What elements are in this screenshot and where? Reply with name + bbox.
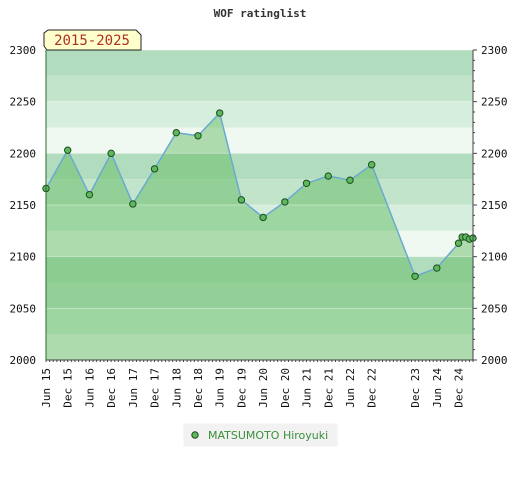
- data-point[interactable]: [302, 179, 311, 188]
- y-tick-label-right: 2300: [481, 44, 508, 57]
- x-tick-label: Dec 21: [322, 368, 335, 408]
- data-point[interactable]: [85, 190, 94, 199]
- y-tick-label-right: 2200: [481, 147, 508, 160]
- band: [46, 282, 473, 309]
- x-tick-label: Jun 18: [170, 368, 183, 408]
- x-tick-label: Dec 15: [62, 368, 75, 408]
- data-point[interactable]: [172, 128, 180, 137]
- data-point[interactable]: [281, 198, 289, 206]
- x-tick-label: Dec 23: [409, 368, 422, 408]
- legend-series-name: MATSUMOTO Hiroyuki: [208, 429, 328, 442]
- range-label: 2015-2025: [54, 33, 130, 49]
- data-point[interactable]: [454, 239, 463, 247]
- data-point[interactable]: [433, 264, 441, 272]
- y-tick-label: 2300: [10, 44, 37, 57]
- data-points: [42, 109, 477, 280]
- data-point[interactable]: [150, 165, 159, 173]
- x-tick-label: Jun 21: [301, 368, 314, 408]
- band: [46, 179, 473, 205]
- band: [46, 308, 473, 335]
- x-tick-label: Jun 22: [344, 368, 357, 408]
- y-axis-left: 2000 2050 2100 2150 2200 2250 2300: [10, 44, 47, 367]
- data-point[interactable]: [64, 146, 72, 154]
- data-point[interactable]: [194, 132, 202, 140]
- y-tick-label: 2100: [10, 251, 37, 264]
- y-tick-label-right: 2050: [481, 302, 508, 315]
- data-point[interactable]: [324, 172, 332, 180]
- x-tick-label: Jun 19: [214, 368, 227, 408]
- legend-box: [183, 423, 338, 447]
- y-tick-label-right: 2250: [481, 96, 508, 109]
- y-tick-label-right: 2150: [481, 199, 508, 212]
- y-tick-label: 2000: [10, 354, 37, 367]
- x-tick-label: Dec 16: [105, 368, 118, 408]
- y-tick-label: 2250: [10, 96, 37, 109]
- chart-title: WOF ratinglist: [214, 7, 307, 20]
- band: [46, 334, 473, 360]
- data-point[interactable]: [237, 196, 246, 204]
- x-tick-label: Dec 17: [149, 368, 162, 408]
- x-tick-label: Jun 15: [40, 368, 53, 408]
- x-tick-label: Dec 22: [366, 368, 379, 408]
- data-point[interactable]: [107, 149, 115, 158]
- x-tick-label: Dec 19: [235, 368, 248, 408]
- band: [46, 50, 473, 76]
- x-tick-label: Jun 16: [83, 368, 96, 408]
- data-point[interactable]: [215, 109, 224, 117]
- y-tick-label: 2050: [10, 302, 37, 315]
- x-tick-label: Dec 18: [192, 368, 205, 408]
- x-axis: Jun 15 Dec 15 Jun 16 Dec 16 Jun 17 Dec 17 Jun …: [40, 359, 474, 408]
- band: [46, 256, 473, 283]
- area-path: [46, 113, 473, 360]
- x-tick-label: Dec 20: [279, 368, 292, 408]
- data-point[interactable]: [411, 272, 419, 280]
- y-axis-right: 2000 2050 2100 2150 2200 2250 2300: [472, 44, 508, 367]
- y-tick-label: 2200: [10, 147, 37, 160]
- band: [46, 75, 473, 102]
- range-label-shape: [43, 29, 142, 51]
- data-point[interactable]: [129, 200, 137, 208]
- x-tick-label: Jun 20: [257, 368, 270, 408]
- data-point[interactable]: [367, 161, 376, 169]
- x-tick-label: Jun 24: [431, 368, 444, 408]
- y-tick-label-right: 2100: [481, 251, 508, 264]
- band: [46, 101, 473, 128]
- legend-marker: [191, 431, 199, 439]
- range-label-box: 2015-2025: [43, 29, 142, 51]
- legend[interactable]: MATSUMOTO Hiroyuki: [183, 423, 338, 447]
- band: [46, 127, 473, 154]
- x-tick-label: Jun 17: [127, 368, 140, 408]
- x-tick-label: Dec 24: [453, 368, 466, 408]
- data-point[interactable]: [259, 213, 267, 222]
- y-tick-label: 2150: [10, 199, 37, 212]
- data-point[interactable]: [346, 176, 354, 184]
- y-tick-label-right: 2000: [481, 354, 508, 367]
